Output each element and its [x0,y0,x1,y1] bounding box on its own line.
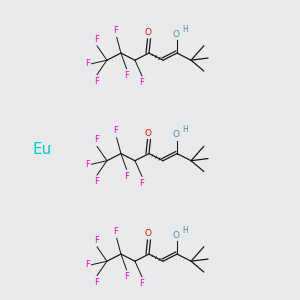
Text: O: O [145,129,152,138]
Text: F: F [140,279,144,288]
Text: F: F [85,59,90,68]
Text: F: F [140,78,144,87]
Text: H: H [182,25,188,34]
Text: O: O [172,231,180,240]
Text: F: F [114,127,118,136]
Text: F: F [94,177,99,186]
Text: F: F [94,278,99,287]
Text: O: O [145,28,152,37]
Text: F: F [94,77,99,86]
Text: Eu: Eu [32,142,52,158]
Text: F: F [94,34,99,43]
Text: F: F [114,227,118,236]
Text: F: F [124,272,129,281]
Text: F: F [94,135,99,144]
Text: F: F [124,71,129,80]
Text: H: H [182,226,188,235]
Text: O: O [172,130,180,139]
Text: H: H [182,125,188,134]
Text: O: O [145,229,152,238]
Text: F: F [85,260,90,269]
Text: F: F [140,179,144,188]
Text: F: F [85,160,90,169]
Text: O: O [172,30,180,39]
Text: F: F [114,26,118,35]
Text: F: F [124,172,129,181]
Text: F: F [94,236,99,244]
